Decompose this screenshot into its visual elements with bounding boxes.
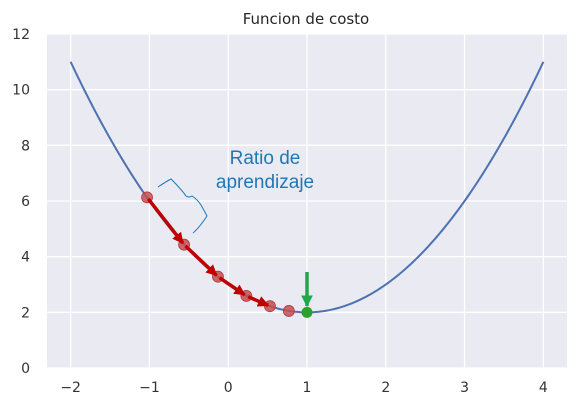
- y-tick-label: 2: [21, 305, 30, 321]
- x-tick-label: 4: [539, 380, 548, 396]
- x-tick-label: 0: [224, 380, 233, 396]
- y-tick-label: 10: [12, 83, 30, 99]
- chart-title: Funcion de costo: [243, 10, 370, 28]
- x-axis: −2 −1 0 1 2 3 4: [60, 380, 548, 396]
- annotation-line-1: Ratio de: [230, 148, 301, 169]
- y-tick-label: 12: [12, 27, 30, 43]
- x-tick-label: 3: [460, 380, 469, 396]
- x-tick-label: −1: [139, 380, 160, 396]
- y-tick-label: 6: [21, 194, 30, 210]
- x-tick-label: −2: [60, 380, 81, 396]
- y-tick-label: 4: [21, 250, 30, 266]
- y-axis: 0 2 4 6 8 10 12: [12, 27, 30, 377]
- x-tick-label: 1: [303, 380, 312, 396]
- y-tick-label: 0: [21, 361, 30, 377]
- minimum-point: [302, 307, 313, 318]
- annotation-line-2: aprendizaje: [216, 172, 314, 193]
- descent-point: [283, 305, 294, 316]
- y-tick-label: 8: [21, 138, 30, 154]
- x-tick-label: 2: [381, 380, 390, 396]
